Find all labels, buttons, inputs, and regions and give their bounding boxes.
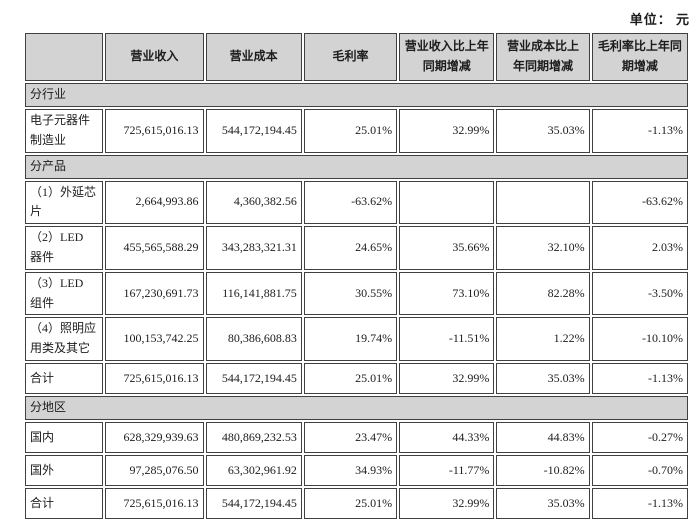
- table-row-led-devices: （2）LED 器件 455,565,588.29 343,283,321.31 …: [25, 226, 688, 270]
- value-cell: -1.13%: [591, 487, 688, 519]
- header-cost: 营业成本: [205, 33, 302, 81]
- row-label-cell: 合计: [25, 487, 104, 519]
- value-cell: 544,172,194.45: [205, 487, 302, 519]
- row-label-cell: 电子元器件制造业: [25, 109, 104, 153]
- value-cell: 44.83%: [496, 421, 590, 453]
- value-cell: -0.70%: [591, 454, 688, 486]
- section-row-by-product: 分产品: [25, 154, 688, 179]
- row-label-cell: 合计: [25, 362, 104, 394]
- table-row-product-total: 合计 725,615,016.13 544,172,194.45 25.01% …: [25, 362, 688, 394]
- value-cell: 32.10%: [496, 226, 590, 270]
- value-cell: 480,869,232.53: [205, 421, 302, 453]
- value-cell: 25.01%: [303, 109, 398, 153]
- header-gross-margin-yoy: 毛利率比上年同期增减: [591, 33, 688, 81]
- row-label-cell: （2）LED 器件: [25, 226, 104, 270]
- value-cell: 725,615,016.13: [105, 487, 204, 519]
- value-cell: 44.33%: [399, 421, 495, 453]
- header-revenue: 营业收入: [105, 33, 204, 81]
- table-row-overseas: 国外 97,285,076.50 63,302,961.92 34.93% -1…: [25, 454, 688, 486]
- value-cell: -63.62%: [303, 180, 398, 225]
- value-cell: -10.82%: [496, 454, 590, 486]
- table-header-row: 营业收入 营业成本 毛利率 营业收入比上年同期增减 营业成本比上年同期增减 毛利…: [25, 33, 688, 81]
- value-cell: -0.27%: [591, 421, 688, 453]
- value-cell: 35.03%: [496, 109, 590, 153]
- value-cell: 628,329,939.63: [105, 421, 204, 453]
- section-label: 分地区: [25, 395, 688, 420]
- header-cost-yoy: 营业成本比上年同期增减: [496, 33, 590, 81]
- value-cell: 32.99%: [399, 109, 495, 153]
- value-cell: 24.65%: [303, 226, 398, 270]
- value-cell: 82.28%: [496, 271, 590, 316]
- row-label-cell: 国外: [25, 454, 104, 486]
- table-row-lighting-applications: （4）照明应用类及其它 100,153,742.25 80,386,608.83…: [25, 317, 688, 361]
- value-cell: 32.99%: [399, 362, 495, 394]
- header-corner-cell: [25, 33, 104, 81]
- table-row-domestic: 国内 628,329,939.63 480,869,232.53 23.47% …: [25, 421, 688, 453]
- value-cell: -1.13%: [591, 362, 688, 394]
- value-cell: 25.01%: [303, 362, 398, 394]
- section-row-by-industry: 分行业: [25, 83, 688, 107]
- table-row-led-modules: （3）LED 组件 167,230,691.73 116,141,881.75 …: [25, 271, 688, 316]
- value-cell: 32.99%: [399, 487, 495, 519]
- value-cell: -11.51%: [399, 317, 495, 361]
- value-cell: -63.62%: [591, 180, 688, 225]
- section-row-by-region: 分地区: [25, 395, 688, 420]
- row-label-cell: （3）LED 组件: [25, 271, 104, 316]
- value-cell: 19.74%: [303, 317, 398, 361]
- value-cell: 30.55%: [303, 271, 398, 316]
- value-cell: 63,302,961.92: [205, 454, 302, 486]
- value-cell: -3.50%: [591, 271, 688, 316]
- table-row-epitaxial-chip: （1）外延芯片 2,664,993.86 4,360,382.56 -63.62…: [25, 180, 688, 225]
- table-row-region-total: 合计 725,615,016.13 544,172,194.45 25.01% …: [25, 487, 688, 519]
- value-cell: 725,615,016.13: [105, 109, 204, 153]
- value-cell: 2,664,993.86: [105, 180, 204, 225]
- value-cell: 1.22%: [496, 317, 590, 361]
- value-cell: [496, 180, 590, 225]
- value-cell: [399, 180, 495, 225]
- value-cell: 544,172,194.45: [205, 362, 302, 394]
- unit-label: 单位： 元: [629, 12, 690, 27]
- value-cell: 343,283,321.31: [205, 226, 302, 270]
- section-label: 分产品: [25, 154, 688, 179]
- value-cell: -10.10%: [591, 317, 688, 361]
- row-label-cell: （1）外延芯片: [25, 180, 104, 225]
- value-cell: 35.03%: [496, 487, 590, 519]
- value-cell: 35.03%: [496, 362, 590, 394]
- value-cell: 23.47%: [303, 421, 398, 453]
- value-cell: 100,153,742.25: [105, 317, 204, 361]
- value-cell: 34.93%: [303, 454, 398, 486]
- financial-table: 营业收入 营业成本 毛利率 营业收入比上年同期增减 营业成本比上年同期增减 毛利…: [23, 31, 690, 521]
- value-cell: 167,230,691.73: [105, 271, 204, 316]
- header-gross-margin: 毛利率: [303, 33, 398, 81]
- row-label-cell: 国内: [25, 421, 104, 453]
- value-cell: 97,285,076.50: [105, 454, 204, 486]
- value-cell: 544,172,194.45: [205, 109, 302, 153]
- row-label-cell: （4）照明应用类及其它: [25, 317, 104, 361]
- value-cell: 73.10%: [399, 271, 495, 316]
- value-cell: 4,360,382.56: [205, 180, 302, 225]
- value-cell: 35.66%: [399, 226, 495, 270]
- table-row-electronics: 电子元器件制造业 725,615,016.13 544,172,194.45 2…: [25, 109, 688, 153]
- value-cell: 455,565,588.29: [105, 226, 204, 270]
- header-revenue-yoy: 营业收入比上年同期增减: [399, 33, 495, 81]
- value-cell: 2.03%: [591, 226, 688, 270]
- value-cell: -11.77%: [399, 454, 495, 486]
- value-cell: 80,386,608.83: [205, 317, 302, 361]
- section-label: 分行业: [25, 83, 688, 107]
- value-cell: -1.13%: [591, 109, 688, 153]
- value-cell: 25.01%: [303, 487, 398, 519]
- value-cell: 116,141,881.75: [205, 271, 302, 316]
- value-cell: 725,615,016.13: [105, 362, 204, 394]
